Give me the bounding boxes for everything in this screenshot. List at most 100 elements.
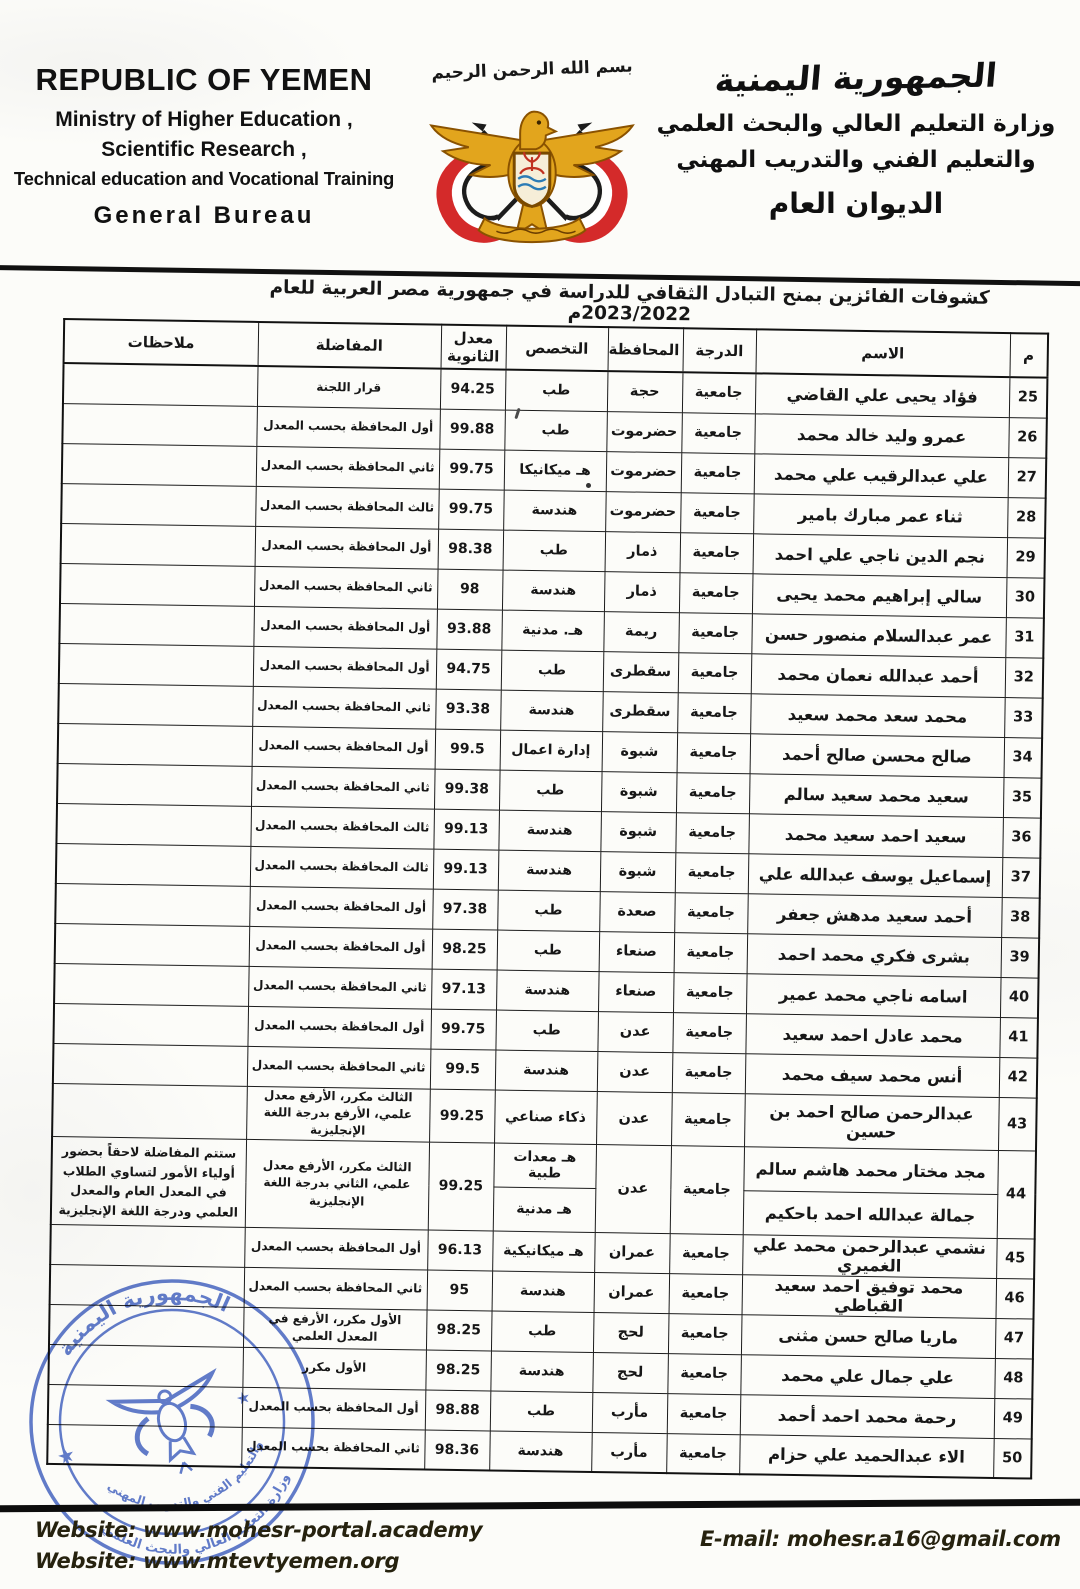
cell-ranking: أول المحافظة بحسب المعدل [256,405,440,449]
cell-governorate: حضرموت [606,411,682,453]
cell-governorate: ذمار [604,531,681,573]
cell-major: طب [496,929,600,972]
cell-degree: جامعية [675,812,749,854]
cell-degree: جامعية [666,1433,740,1475]
cell-ranking: أول المحافظة بحسب المعدل [254,525,439,569]
cell-name: عبدالرحمن صالح احمد بن حسين [744,1093,999,1151]
cell-average: 99.88 [439,408,505,450]
stamp-star-left: ★ [54,1441,78,1469]
ministry-line2-en: Scientific Research , [101,138,307,161]
cell-name: إسماعيل يوسف عبدالله علي [747,853,1003,898]
cell-governorate: حضرموت [605,491,681,533]
cell-major: إدارة اعمال [499,729,603,772]
cell-ranking: أول المحافظة بحسب المعدل [247,1005,432,1049]
header-english: REPUBLIC OF YEMEN Ministry of Higher Edu… [8,62,400,230]
cell-governorate: لحج [592,1312,669,1354]
cell-no: 45 [996,1238,1035,1279]
cell-name: علي عبدالرقيب علي محمد [753,453,1009,498]
cell-governorate: حجة [606,371,683,413]
cell-notes [57,723,253,766]
col-header-average: معدل الثانوية [440,324,507,370]
letterhead: REPUBLIC OF YEMEN Ministry of Higher Edu… [0,0,1080,268]
ministry-line1-en: Ministry of Higher Education , [55,108,353,131]
cell-major: طب [500,649,604,692]
cell-name: عمرو وليد خالد محمد [754,413,1009,458]
cell-degree: جامعية [678,572,753,614]
cell-ranking: أول المحافظة بحسب المعدل [252,645,437,689]
cell-no: 41 [999,1017,1038,1058]
cell-average: 95 [426,1269,493,1311]
cell-no: 39 [1000,937,1040,978]
cell-major: طب [497,889,600,932]
cell-no: 47 [994,1318,1034,1359]
cell-no: 28 [1007,497,1046,538]
cell-degree: جامعية [667,1353,741,1395]
footer-email: E-mail: mohesr.a16@gmail.com [700,1527,1061,1551]
col-header-governorate: المحافظة [607,327,684,373]
cell-no: 38 [1001,897,1040,938]
cell-name: بشرى فكري محمد احمد [746,933,1002,978]
cell-name: محمد توفيق احمد سعيد القباطي [741,1274,997,1319]
cell-name: ماريا صالح حسن مثنى [740,1314,996,1359]
cell-degree: جامعية [679,532,754,574]
cell-major: طب [498,769,602,812]
cell-governorate: شبوة [600,811,676,853]
cell-ranking: أول المحافظة بحسب المعدل [251,725,436,769]
cell-governorate: سقطرى [602,691,678,733]
cell-degree: جامعية [673,932,748,974]
cell-degree: جامعية [674,852,749,894]
cell-average: 99.13 [432,848,499,890]
cell-name: جمالة عبدالله احمد باحكيم [742,1190,998,1239]
cell-notes [60,563,255,606]
cell-governorate: عدن [597,1011,673,1053]
national-emblem: بسم الله الرحمن الرحيم [408,56,656,254]
cell-name: فؤاد يحيى علي القاضي [754,373,1010,418]
cell-average: 97.38 [432,888,498,930]
cell-ranking: ثاني المحافظة بحسب المعدل [252,685,436,729]
cell-ranking: ثالث المحافظة بحسب المعدل [249,845,434,889]
cell-notes [61,443,257,486]
cell-governorate: صنعاء [598,971,674,1013]
cell-degree: جامعية [677,652,752,694]
cell-name: مجد مختار محمد هاشم سالم [743,1146,998,1195]
cell-ranking: ثاني المحافظة بحسب المعدل [248,965,432,1009]
cell-degree: جامعية [678,612,752,654]
cell-no: 25 [1008,377,1048,418]
col-header-major: التخصص [505,325,609,372]
cell-notes [62,403,257,446]
cell-name: سعيد احمد سعيد محمد [748,813,1003,858]
col-header-notes: ملاحظات [63,319,259,366]
cell-major: هندسة [500,689,603,732]
cell-average: 93.38 [435,688,501,730]
cell-average: 99.25 [427,1141,495,1231]
cell-notes [60,523,256,566]
cell-degree: جامعية [666,1393,741,1435]
cell-no: 44 [996,1150,1036,1239]
cell-average: 99.25 [429,1088,495,1143]
cell-degree: جامعية [675,772,750,814]
cell-no: 46 [995,1278,1035,1319]
cell-degree: جامعية [680,492,754,534]
cell-average: 98.88 [424,1389,491,1431]
cell-governorate: مأرب [591,1392,668,1434]
cell-notes [53,1002,249,1046]
col-header-degree: الدرجة [682,328,757,374]
footer-website-1: Website: www.mohesr-portal.academy [35,1518,483,1542]
cell-no: 32 [1004,657,1044,698]
cell-governorate: ريمة [603,611,679,653]
cell-major: ذكاء صناعي [494,1089,597,1145]
cell-notes: ستتم المفاضلة لاحقاً بحضور أولياء الأمور… [50,1136,247,1228]
cell-average: 99.13 [433,808,499,850]
footer-website-2: Website: www.mtevtyemen.org [35,1549,400,1573]
cell-notes [57,763,252,806]
cell-name: عمر عبدالسلام منصور حسن [751,613,1006,658]
cell-name: أحمد سعيد مدهش جعفر [747,893,1002,938]
cell-average: 98 [436,568,503,610]
cell-notes [55,843,251,886]
cell-major: هندسة [501,569,605,612]
cell-ranking: أول المحافظة بحسب المعدل [248,925,433,969]
cell-name: صالح محسن صالح أحمد [749,733,1005,778]
cell-major: هندسة [503,489,606,532]
cell-name: نجم الدين ناجي علي احمد [752,533,1008,578]
